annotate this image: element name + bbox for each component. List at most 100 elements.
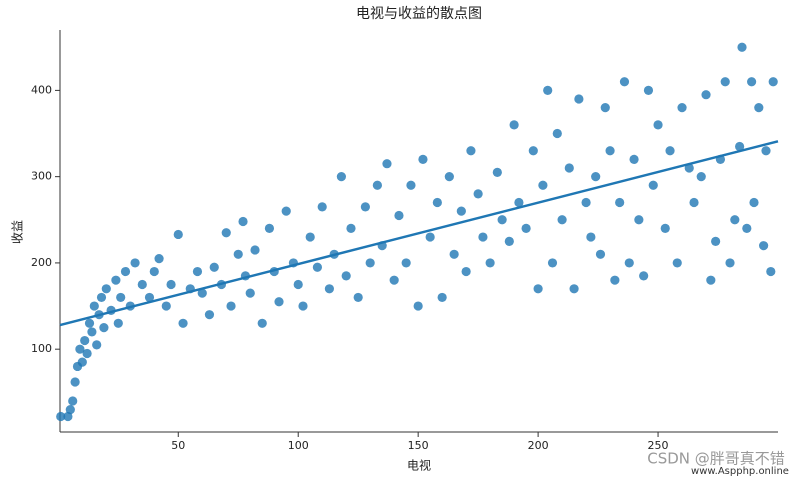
point — [324, 284, 334, 294]
point — [192, 266, 203, 277]
point — [425, 232, 435, 242]
point — [413, 301, 423, 311]
point — [689, 197, 699, 208]
point — [365, 258, 375, 268]
point — [759, 241, 769, 251]
x-tick-label: 200 — [528, 439, 549, 452]
point — [466, 146, 476, 156]
point — [449, 249, 459, 259]
point — [149, 266, 159, 277]
point — [197, 288, 207, 298]
y-tick-label: 100 — [31, 342, 52, 355]
y-axis-label: 收益 — [11, 220, 25, 244]
point — [120, 266, 131, 277]
point — [504, 236, 514, 246]
y-tick-label: 200 — [31, 256, 52, 269]
point — [99, 323, 109, 333]
point — [92, 340, 102, 350]
point — [677, 103, 687, 113]
point — [298, 301, 308, 311]
point — [473, 189, 483, 199]
point — [624, 258, 634, 268]
point — [737, 42, 747, 52]
point — [341, 271, 351, 281]
point — [281, 206, 291, 216]
point — [615, 197, 625, 208]
point — [706, 275, 716, 285]
point — [389, 275, 399, 285]
point — [63, 411, 73, 422]
point — [574, 94, 584, 104]
point — [485, 258, 495, 268]
x-tick-label: 100 — [288, 439, 309, 452]
point — [406, 180, 416, 190]
point — [68, 396, 78, 406]
point — [591, 172, 601, 182]
point — [672, 258, 682, 268]
point — [173, 229, 183, 240]
point — [274, 297, 284, 307]
point — [514, 197, 524, 208]
point — [264, 223, 275, 234]
point — [730, 215, 740, 225]
watermark: www.Aspphp.online — [691, 466, 789, 477]
point — [768, 77, 778, 87]
point — [509, 120, 519, 130]
point — [401, 258, 411, 268]
point — [749, 197, 759, 208]
point — [80, 335, 90, 346]
point — [735, 141, 745, 152]
point — [747, 77, 757, 87]
point — [581, 197, 591, 208]
point — [643, 85, 654, 95]
point — [394, 210, 404, 221]
point — [660, 223, 670, 234]
point — [634, 215, 644, 225]
point — [497, 215, 507, 225]
point — [360, 202, 370, 212]
point — [639, 271, 649, 281]
point — [238, 216, 248, 227]
point — [586, 232, 596, 242]
point — [432, 197, 442, 208]
point — [166, 279, 176, 290]
point — [418, 154, 428, 164]
point — [137, 279, 147, 290]
point — [725, 258, 735, 268]
x-tick-label: 250 — [648, 439, 669, 452]
point — [336, 172, 346, 182]
point — [305, 232, 315, 242]
point — [528, 146, 538, 156]
watermark: CSDN @胖哥真不错 — [647, 450, 785, 468]
point — [233, 249, 243, 259]
point — [101, 284, 111, 294]
point — [312, 262, 323, 272]
point — [619, 77, 630, 87]
point — [595, 249, 606, 259]
point — [82, 348, 92, 359]
point — [293, 279, 303, 290]
point — [653, 120, 663, 130]
point — [461, 266, 471, 277]
point — [538, 180, 548, 190]
point — [178, 318, 188, 328]
point — [56, 411, 66, 422]
x-tick-label: 150 — [408, 439, 429, 452]
point — [257, 318, 267, 328]
point — [766, 266, 776, 277]
regression-line — [59, 140, 779, 327]
chart-title: 电视与收益的散点图 — [356, 6, 482, 22]
point — [346, 223, 356, 234]
point — [75, 344, 85, 354]
x-axis-label: 电视 — [407, 458, 431, 473]
point — [144, 292, 155, 303]
point — [629, 154, 639, 164]
point — [648, 180, 658, 190]
point — [569, 284, 579, 294]
point — [116, 292, 126, 303]
x-tick-label: 50 — [171, 439, 185, 452]
point — [221, 228, 231, 238]
point — [543, 85, 553, 95]
point — [610, 275, 620, 285]
